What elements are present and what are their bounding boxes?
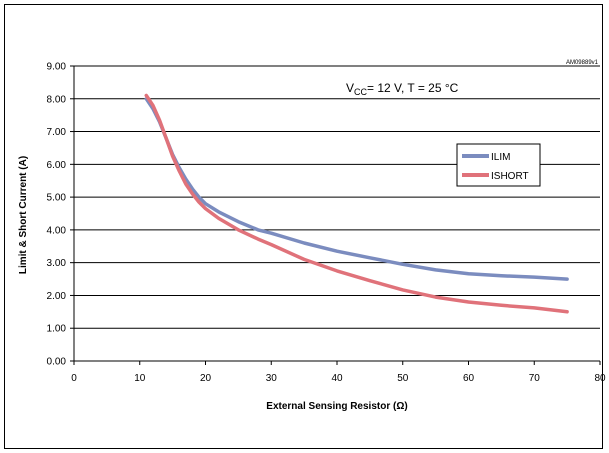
x-tick-label: 60 [463, 373, 475, 384]
legend: ILIM ISHORT [456, 143, 541, 187]
conditions-annotation: VCC= 12 V, T = 25 °C [346, 81, 459, 97]
x-axis-title: External Sensing Resistor (Ω) [266, 401, 407, 412]
x-tick-label: 10 [134, 373, 146, 384]
chart-frame [4, 4, 603, 449]
legend-label-ishort: ISHORT [491, 171, 529, 182]
x-tick-label: 20 [200, 373, 212, 384]
y-tick-label: 5.00 [47, 193, 67, 204]
series-line-ishort [144, 93, 569, 314]
legend-box [456, 143, 541, 187]
y-tick-label: 8.00 [47, 94, 67, 105]
x-tick-label: 0 [71, 373, 77, 384]
y-tick-label: 1.00 [47, 324, 67, 335]
y-tick-label: 2.00 [47, 291, 67, 302]
y-tick-label: 7.00 [47, 127, 67, 138]
x-tick-label: 80 [594, 373, 606, 384]
axes-layer: 0.00 1.00 2.00 3.00 4.00 5.00 6.00 7.00 8.00 9.00… [47, 62, 606, 385]
y-tick-label: 3.00 [47, 258, 67, 269]
y-tick-label: 6.00 [47, 160, 67, 171]
y-tick-label: 9.00 [47, 62, 67, 73]
y-tick-label: 4.00 [47, 225, 67, 236]
series-layer [144, 93, 569, 314]
annotation-suffix: = 12 V, T = 25 °C [367, 81, 459, 95]
series-line-ilim [144, 97, 569, 281]
x-tick-label: 50 [397, 373, 409, 384]
figure-code: AM09889v1 [566, 60, 599, 66]
y-tick-label: 0.00 [47, 357, 67, 368]
legend-label-ilim: ILIM [491, 152, 510, 163]
annotation-prefix: V [346, 81, 354, 95]
x-tick-label: 30 [266, 373, 278, 384]
annotation-subscript: CC [354, 87, 367, 97]
y-axis-title: Limit & Short Current (A) [18, 156, 29, 274]
x-tick-label: 70 [529, 373, 541, 384]
x-tick-label: 40 [331, 373, 343, 384]
